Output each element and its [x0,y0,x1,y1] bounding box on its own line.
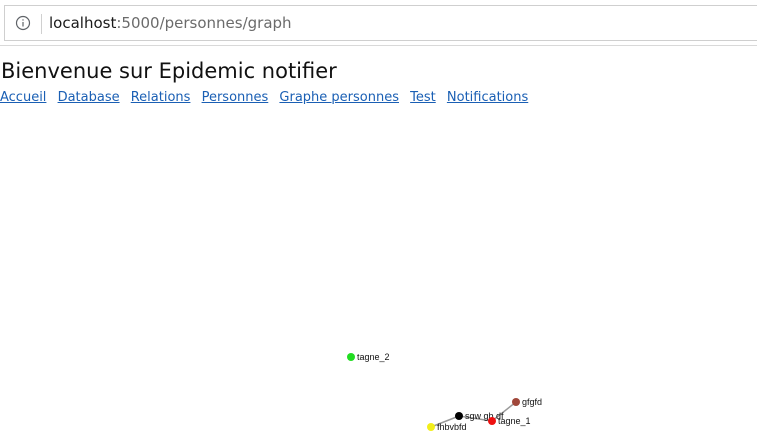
graph-node-tagne_2[interactable]: tagne_2 [347,352,390,362]
nav-link-test[interactable]: Test [410,90,436,105]
page-title: Bienvenue sur Epidemic notifier [1,59,337,83]
url-text[interactable]: localhost:5000/personnes/graph [49,14,292,32]
graph-node-gfgfd[interactable]: gfgfd [512,397,542,407]
nav-link-graphe-personnes[interactable]: Graphe personnes [279,90,399,105]
graph-node-sgw[interactable]: sgw gb df [455,411,504,421]
graph-node-fhbvbfd[interactable]: fhbvbfd [427,422,467,432]
url-host: localhost [49,14,117,32]
url-path: :5000/personnes/graph [116,14,292,32]
graph-node-dot[interactable] [488,417,496,425]
address-divider [41,14,42,34]
graph-node-label: tagne_2 [357,352,390,362]
graph-node-dot[interactable] [455,412,463,420]
graph-node-label: sgw gb df [465,411,504,421]
nav-bar: Accueil Database Relations Personnes Gra… [0,90,535,105]
graph-node-dot[interactable] [347,353,355,361]
graph-node-dot[interactable] [427,423,435,431]
address-bar[interactable]: localhost:5000/personnes/graph [4,5,757,41]
nav-link-notifications[interactable]: Notifications [446,90,529,105]
nav-link-personnes[interactable]: Personnes [201,90,269,105]
page-content: Bienvenue sur Epidemic notifier Accueil … [0,47,757,445]
graph-node-dot[interactable] [512,398,520,406]
graph-node-label: tagne_1 [498,416,531,426]
nav-link-accueil[interactable]: Accueil [0,90,47,105]
nav-link-relations[interactable]: Relations [130,90,191,105]
graph-node-label: gfgfd [522,397,542,407]
browser-toolbar: localhost:5000/personnes/graph [0,0,757,46]
graph-node-label: fhbvbfd [437,422,467,432]
graph-node-tagne_1[interactable]: tagne_1 [488,416,531,426]
nav-link-database[interactable]: Database [57,90,120,105]
info-icon[interactable] [15,15,31,31]
